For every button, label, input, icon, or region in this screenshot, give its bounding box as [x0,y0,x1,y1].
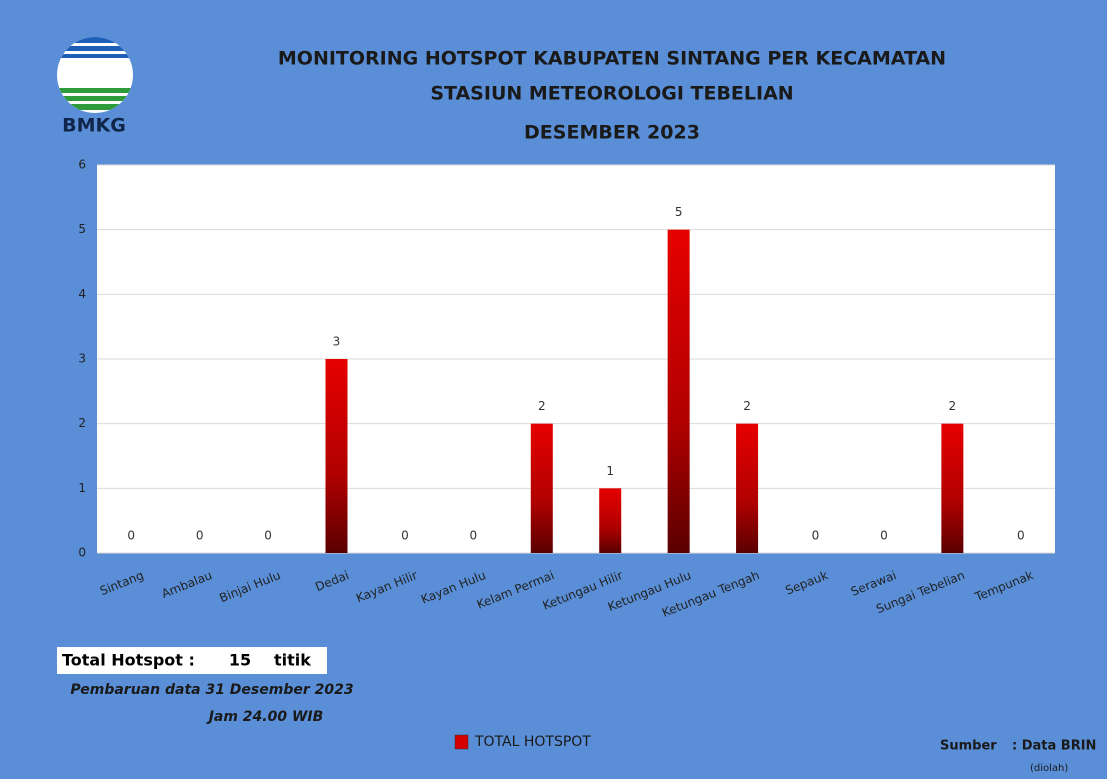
y-tick-label: 6 [78,158,86,172]
logo-text: BMKG [62,115,126,137]
data-label: 0 [470,529,478,543]
logo-stripe [57,46,133,51]
chart-title: MONITORING HOTSPOT KABUPATEN SINTANG PER… [278,48,946,70]
data-label: 0 [1017,529,1025,543]
source-value: : Data BRIN [1012,739,1096,754]
data-label: 0 [264,529,272,543]
y-tick-label: 0 [78,546,86,560]
data-label: 0 [880,529,888,543]
data-label: 0 [812,529,820,543]
y-tick-label: 3 [78,352,86,366]
logo-stripe [57,54,133,58]
chart-subtitle: STASIUN METEOROLOGI TEBELIAN [430,83,793,105]
legend-label: TOTAL HOTSPOT [474,734,591,750]
update-note: Jam 24.00 WIB [206,709,324,725]
y-tick-label: 2 [78,416,86,430]
logo-stripe [57,104,133,110]
data-label: 2 [743,399,751,413]
bar [599,488,622,553]
logo: BMKG [57,37,133,137]
update-note: Pembaruan data 31 Desember 2023 [70,682,353,698]
data-label: 3 [333,335,341,349]
source-note: (diolah) [1030,763,1068,774]
summary-value: 15 [229,651,251,670]
data-label: 0 [196,529,204,543]
data-label: 2 [538,399,546,413]
data-label: 5 [675,205,683,219]
summary-box [57,647,327,674]
y-tick-label: 4 [78,287,86,301]
legend: TOTAL HOTSPOT [454,734,591,750]
bar [736,423,759,553]
bar [325,359,348,553]
logo-stripe [57,88,133,93]
summary-unit: titik [274,651,311,670]
data-label: 0 [401,529,409,543]
y-tick-label: 1 [78,481,86,495]
data-label: 1 [606,464,614,478]
y-tick-label: 5 [78,222,86,236]
bar [667,229,690,553]
legend-swatch [454,734,469,750]
data-label: 0 [127,529,135,543]
source-label: Sumber [940,739,997,754]
logo-stripe [57,37,133,43]
bar [941,423,964,553]
logo-stripe [57,96,133,101]
data-label: 2 [949,399,957,413]
bar [530,423,553,553]
chart-period: DESEMBER 2023 [524,122,700,144]
summary-label: Total Hotspot : [62,651,195,670]
